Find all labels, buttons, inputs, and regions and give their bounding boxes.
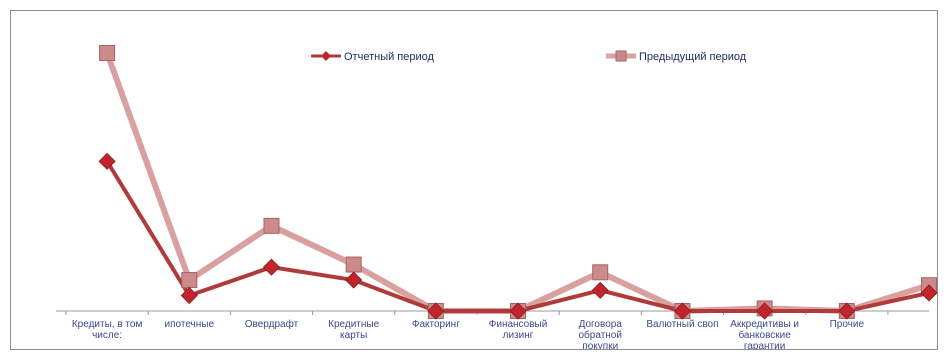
x-tick-label: ипотечные bbox=[165, 319, 215, 330]
series-markers bbox=[98, 45, 937, 320]
data-point-series-0 bbox=[180, 286, 198, 305]
legend-marker bbox=[615, 50, 627, 62]
data-point-series-1 bbox=[263, 217, 280, 234]
x-tick-label: Валютный своп bbox=[646, 319, 718, 330]
data-point-series-1 bbox=[345, 256, 362, 273]
x-tick-label: Факторинг bbox=[412, 319, 460, 330]
x-tick-labels: Кредиты, в том числе: ипотечные Овердрафт Кр… bbox=[72, 318, 865, 350]
series-line-1 bbox=[104, 50, 932, 314]
chart-frame: Кредиты, в том числе: ипотечные Овердрафт Кр… bbox=[10, 10, 938, 350]
data-point-series-0 bbox=[591, 281, 609, 299]
series-line-0 bbox=[105, 159, 931, 313]
data-point-series-1 bbox=[592, 264, 609, 281]
data-point-series-0 bbox=[98, 152, 116, 170]
legend-label: Предыдущий период bbox=[639, 51, 747, 63]
x-tick-label: Аккредитивы и банковские гарантии bbox=[730, 319, 799, 350]
legend-label: Отчетный период bbox=[344, 51, 435, 63]
data-point-series-0 bbox=[920, 284, 937, 302]
x-tick-label: Договора обратной покупки bbox=[579, 319, 623, 350]
x-tick-label: Кредиты, в том числе: bbox=[72, 319, 143, 341]
data-point-series-0 bbox=[673, 302, 691, 320]
data-point-series-0 bbox=[756, 302, 774, 320]
series-lines bbox=[104, 50, 932, 314]
data-point-series-0 bbox=[838, 302, 856, 320]
data-point-series-0 bbox=[509, 302, 527, 320]
legend: Отчетный период Предыдущий период bbox=[311, 50, 747, 63]
data-point-series-0 bbox=[345, 271, 363, 289]
line-chart: Кредиты, в том числе: ипотечные Овердрафт Кр… bbox=[56, 45, 937, 350]
data-point-series-0 bbox=[427, 302, 445, 320]
x-tick-label: Кредитные карты bbox=[328, 319, 379, 341]
data-point-series-0 bbox=[262, 258, 281, 276]
x-tick-label: Овердрафт bbox=[245, 318, 299, 330]
data-point-series-1 bbox=[181, 272, 198, 289]
x-tick-label: Прочие bbox=[830, 319, 865, 330]
x-tick-label: Финансовый лизинг bbox=[489, 319, 548, 341]
data-point-series-1 bbox=[99, 45, 116, 61]
legend-marker bbox=[321, 51, 331, 61]
